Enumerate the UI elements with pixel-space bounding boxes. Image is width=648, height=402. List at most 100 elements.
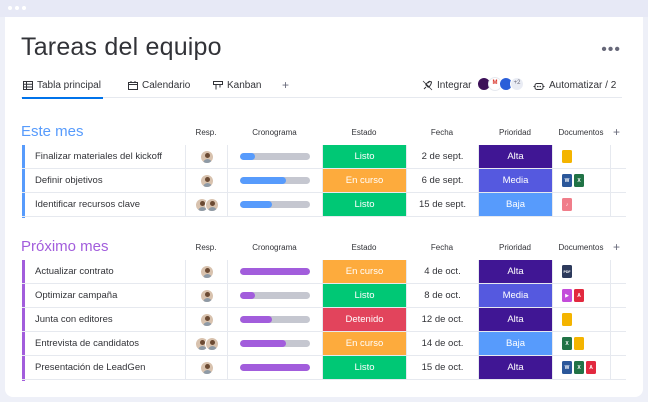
col-docs[interactable]: Documentos [558,128,604,137]
date-cell[interactable]: 12 de oct. [406,308,478,331]
owner-cell[interactable] [185,193,227,216]
pdf-icon[interactable]: A [586,361,596,374]
timeline-cell[interactable] [227,308,322,331]
add-view-button[interactable]: + [282,78,290,92]
status-label[interactable]: Detenido [322,308,406,331]
col-timeline[interactable]: Cronograma [252,243,297,252]
more-options-icon[interactable]: ••• [601,41,621,58]
group-title-next-month[interactable]: Próximo mes [21,238,109,255]
task-name[interactable]: Entrevista de candidatos [35,338,140,349]
task-name[interactable]: Junta con editores [35,314,113,325]
google-docs-icon[interactable] [574,337,584,350]
owner-cell[interactable] [185,356,227,379]
excel-icon[interactable]: X [574,361,584,374]
owner-cell[interactable] [185,169,227,192]
tab-kanban[interactable]: Kanban [213,80,261,91]
col-owner[interactable]: Resp. [195,128,217,137]
table-row[interactable]: Identificar recursos clave Listo 15 de sep… [22,193,626,217]
table-row[interactable]: Optimizar campaña Listo 8 de oct. Media ▶ A [22,284,626,308]
col-status[interactable]: Estado [351,243,377,252]
priority-label[interactable]: Alta [478,356,552,379]
status-label[interactable]: Listo [322,193,406,216]
timeline-cell[interactable] [227,193,322,216]
priority-label[interactable]: Alta [478,308,552,331]
table-row[interactable]: Finalizar materiales del kickoff Listo 2 d… [22,145,626,169]
add-column-button[interactable]: + [613,240,621,254]
word-icon[interactable]: W [562,174,572,187]
status-label[interactable]: En curso [322,169,406,192]
owner-cell[interactable] [185,260,227,283]
table-row[interactable]: Presentación de LeadGen Listo 15 de oct. Al… [22,356,626,380]
pdf-icon[interactable]: A [574,289,584,302]
owner-cell[interactable] [185,284,227,307]
date-cell[interactable]: 6 de sept. [406,169,478,192]
table-row[interactable]: Actualizar contrato En curso 4 de oct. Alta… [22,260,626,284]
task-name[interactable]: Actualizar contrato [35,266,114,277]
documents-cell[interactable]: ♪ [552,193,610,216]
excel-icon[interactable]: X [574,174,584,187]
col-date[interactable]: Fecha [430,243,454,252]
excel-icon[interactable]: X [562,337,572,350]
timeline-cell[interactable] [227,332,322,355]
status-label[interactable]: Listo [322,145,406,168]
documents-cell[interactable] [552,145,610,168]
col-status[interactable]: Estado [351,128,377,137]
col-timeline[interactable]: Cronograma [252,128,297,137]
tab-main-table[interactable]: Tabla principal [22,80,103,99]
add-column-button[interactable]: + [613,125,621,139]
timeline-cell[interactable] [227,260,322,283]
date-cell[interactable]: 2 de sept. [406,145,478,168]
owner-cell[interactable] [185,332,227,355]
col-date[interactable]: Fecha [430,128,454,137]
tab-calendar[interactable]: Calendario [128,80,190,91]
priority-label[interactable]: Alta [478,145,552,168]
music-file-icon[interactable]: ♪ [562,198,572,211]
date-cell[interactable]: 14 de oct. [406,332,478,355]
documents-cell[interactable]: PDF [552,260,610,283]
priority-label[interactable]: Baja [478,193,552,216]
priority-label[interactable]: Alta [478,260,552,283]
priority-label[interactable]: Media [478,284,552,307]
priority-label[interactable]: Baja [478,332,552,355]
automate-button[interactable]: Automatizar / 2 [533,80,616,91]
owner-cell[interactable] [185,308,227,331]
date-cell[interactable]: 4 de oct. [406,260,478,283]
timeline-cell[interactable] [227,356,322,379]
documents-cell[interactable]: ▶ A [552,284,610,307]
task-name[interactable]: Finalizar materiales del kickoff [35,151,163,162]
task-name[interactable]: Optimizar campaña [35,290,118,301]
status-label[interactable]: Listo [322,356,406,379]
status-label[interactable]: Listo [322,284,406,307]
col-priority[interactable]: Prioridad [498,128,531,137]
documents-cell[interactable]: X [552,332,610,355]
video-icon[interactable]: ▶ [562,289,572,302]
col-docs[interactable]: Documentos [558,243,604,252]
group-title-this-month[interactable]: Este mes [21,123,84,140]
table-row[interactable]: Definir objetivos En curso 6 de sept. Media… [22,169,626,193]
timeline-cell[interactable] [227,169,322,192]
word-icon[interactable]: W [562,361,572,374]
date-cell[interactable]: 15 de sept. [406,193,478,216]
task-name[interactable]: Identificar recursos clave [35,199,141,210]
timeline-cell[interactable] [227,284,322,307]
table-row[interactable]: Entrevista de candidatos En curso 14 de oc… [22,332,626,356]
pdf-dark-icon[interactable]: PDF [562,265,572,278]
google-docs-icon[interactable] [562,313,572,326]
status-label[interactable]: En curso [322,260,406,283]
timeline-cell[interactable] [227,145,322,168]
documents-cell[interactable] [552,308,610,331]
task-name[interactable]: Definir objetivos [35,175,103,186]
table-row[interactable]: Junta con editores Detenido 12 de oct. Alta [22,308,626,332]
priority-label[interactable]: Media [478,169,552,192]
status-label[interactable]: En curso [322,332,406,355]
integration-apps[interactable]: M +2 [477,77,524,91]
task-name[interactable]: Presentación de LeadGen [35,362,146,373]
google-docs-icon[interactable] [562,150,572,163]
date-cell[interactable]: 8 de oct. [406,284,478,307]
col-owner[interactable]: Resp. [195,243,217,252]
col-priority[interactable]: Prioridad [498,243,531,252]
integrate-button[interactable]: Integrar [422,80,471,91]
owner-cell[interactable] [185,145,227,168]
